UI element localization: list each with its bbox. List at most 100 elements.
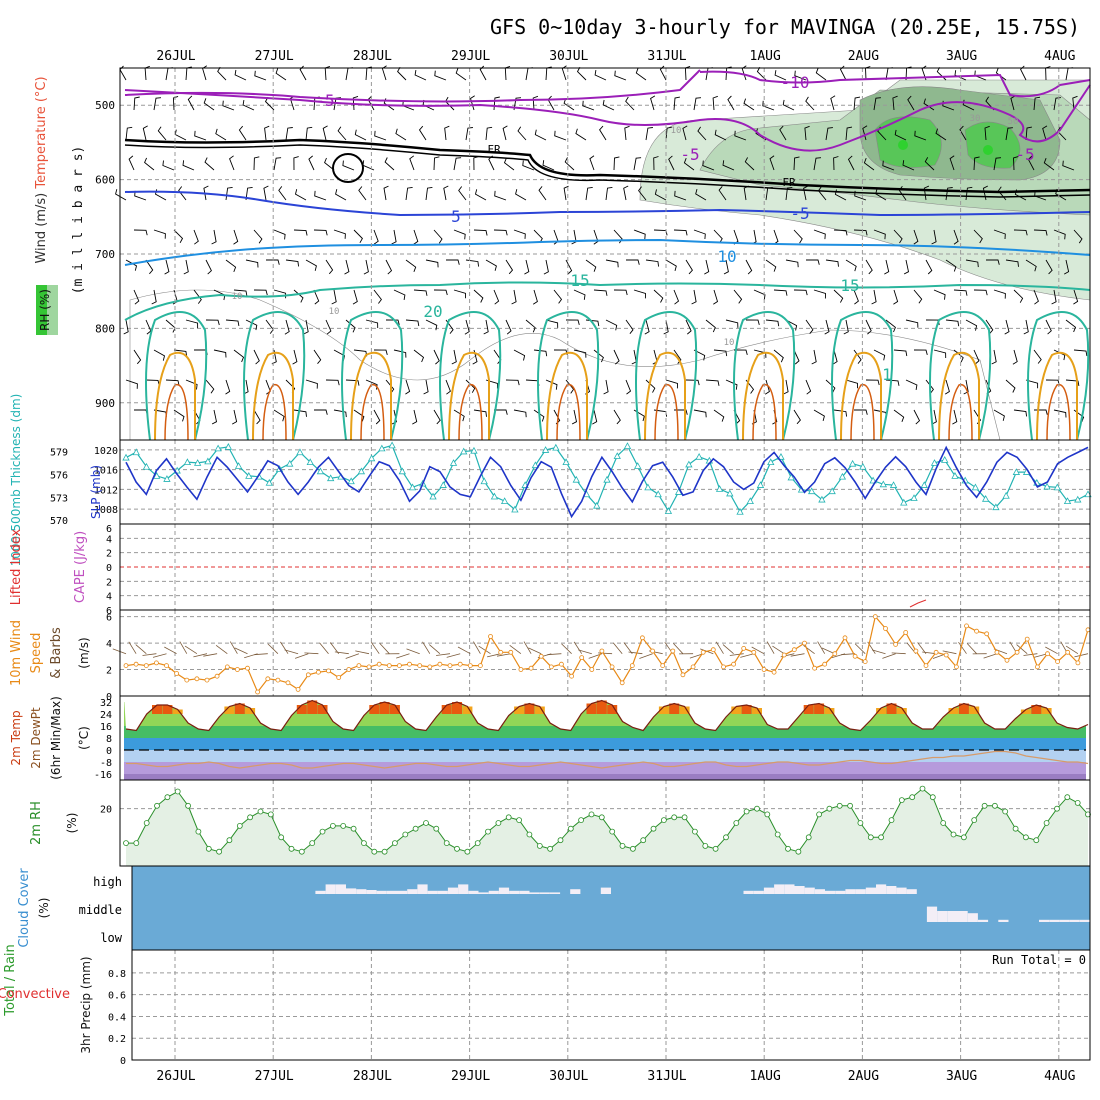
thickness-line-marker [1053,483,1061,491]
wind-barb [151,289,157,305]
wind-barb [123,319,129,335]
wind-barb [314,190,327,201]
wind-barb [353,409,365,422]
contour-20 [635,311,698,441]
wind10-speed-line-marker [538,653,544,659]
wind10-speed-line-marker [508,649,514,655]
wind10-barb [284,649,299,655]
wind-barb [494,409,508,415]
wind10-barb [142,653,157,656]
wind10-barb [841,653,856,656]
thickness-tick-label: 570 [50,516,68,527]
cloud-bar-high [488,890,499,894]
cloud-bar-high [814,889,825,894]
li-tick-label: 2 [106,549,112,560]
wind10-speed-line-marker [862,659,868,664]
wind-barb [913,229,919,245]
contour-20 [145,311,208,441]
rh2m-line-marker [805,834,812,841]
temp-hot-fill [224,706,235,714]
contour-value-label: 10 [232,292,243,302]
wind10-barb [523,641,532,654]
wind10-barb [547,653,562,656]
wind-barb [959,125,967,141]
rh2m-line-marker [940,820,947,826]
temp2m-ylabel: 2m Temp [9,710,23,765]
rh2m-line-marker [340,823,347,829]
wind-barb [949,155,955,171]
rh2m-line-marker [764,811,771,818]
wind-barb [573,349,587,358]
wind-barb [385,319,400,326]
wind-barb [1051,289,1057,305]
bottom-date-label: 27JUL [255,1069,294,1084]
li-ylabel: Lifted Index [9,528,24,605]
wind10-barb [573,641,583,654]
contour-25 [546,351,588,441]
wind10-barb [229,641,238,654]
cloud-bar-middle [957,911,968,922]
wind10-barb [715,641,724,654]
wind-barb [409,155,415,171]
contour-25 [154,351,196,441]
wind-barb [626,259,640,265]
li-tick-label: 2 [106,577,112,588]
wind-barb [945,259,957,272]
wind10-speed-line-marker [1024,636,1030,642]
rh2m-line-marker [423,820,429,826]
temp-hot-fill [441,705,452,714]
thickness-line-marker [756,481,765,488]
wind-barb [613,349,620,365]
wind-barb [423,379,429,395]
wind-barb [185,379,198,390]
wind-barb [693,349,706,361]
rh2m-line-marker [1043,820,1050,826]
wind10-barb [379,643,390,654]
contour-value-label: 10 [724,338,735,348]
wind-barb [203,185,209,201]
wind-barb [993,289,1006,299]
wind-barb [668,155,675,171]
thickness-line-marker [193,459,202,466]
rh2m-line-marker [123,840,129,846]
thickness-line-marker [286,459,294,467]
wind-barb [633,289,646,299]
thickness-line-marker [1002,491,1010,499]
wind-barb [702,160,715,171]
temp-band [124,774,1086,780]
wind-barb [133,349,142,365]
wind10-barb [751,646,765,655]
wind-barb [293,156,299,171]
wind-barb [727,95,735,111]
wind10-speed-line-marker [629,663,635,668]
thickness-line-marker [470,446,478,454]
pressure-tick-label: 800 [95,322,115,335]
wind-barb [303,319,309,335]
wind-barb [1042,125,1048,141]
temp-tick-label: 32 [100,698,112,709]
wind-barb [903,259,910,275]
rh2m-line [126,787,1089,853]
wind-barb [925,259,933,275]
wind-barb [545,319,559,328]
temp-tick-label: 16 [100,722,112,733]
wind-barb [193,289,202,304]
temp-hot-fill [379,702,390,714]
wind-barb [213,349,227,358]
pressure-tick-label: 500 [95,99,115,112]
temp-tick-label: 8 [106,734,112,745]
wind-barb [673,289,680,305]
wind-barb [293,289,304,303]
thickness-line-marker [941,456,949,463]
wind-barb [173,349,188,357]
wind-barb [923,185,930,201]
wind-barb [893,229,903,244]
wind-barb [425,259,439,268]
precip-run-total: Run Total = 0 [992,953,1086,967]
wind10-barb [406,648,420,655]
wind-barb [653,156,659,171]
cloud-bar-high [376,890,387,894]
wind-barb [824,319,830,335]
upper-ylabel-rh: RH (%) [38,289,52,331]
contour-25 [252,351,294,441]
